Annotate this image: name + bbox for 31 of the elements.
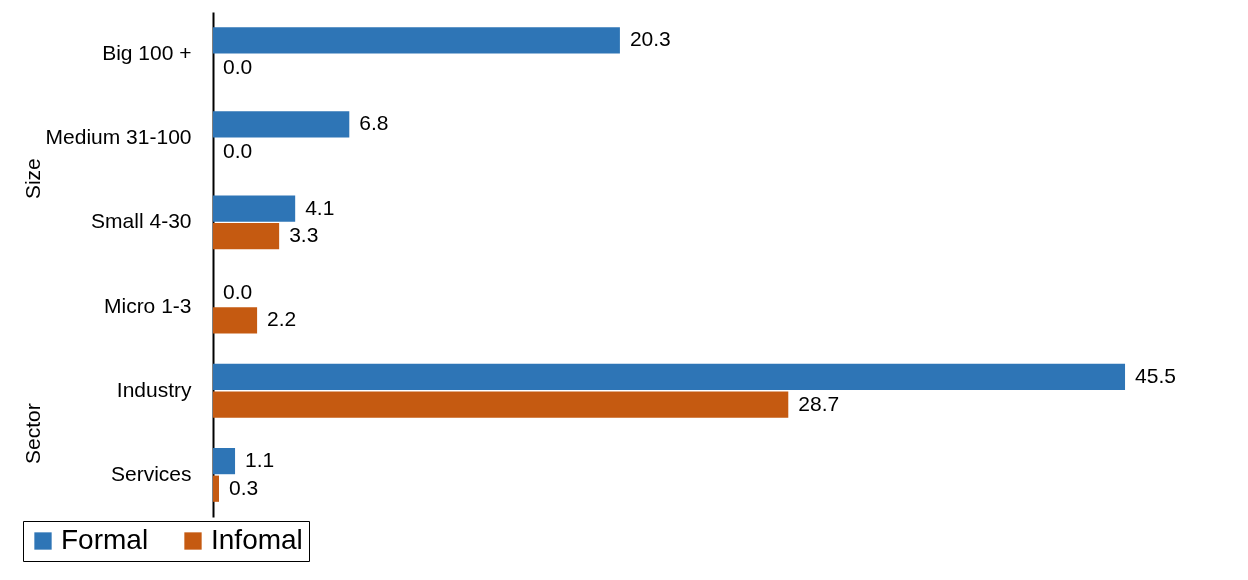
bar bbox=[213, 448, 236, 475]
y-tick-label: Services bbox=[110, 461, 192, 485]
data-label: 0.0 bbox=[223, 139, 253, 163]
bar bbox=[213, 27, 620, 54]
data-label: 2.2 bbox=[267, 307, 297, 331]
data-label: 1.1 bbox=[245, 448, 275, 472]
bar bbox=[213, 307, 258, 334]
text: Sector bbox=[21, 403, 44, 465]
text: Size bbox=[21, 158, 44, 200]
data-label: 0.0 bbox=[223, 279, 253, 303]
y-tick-label: Small 4-30 bbox=[91, 209, 192, 233]
y-tick-label: Big 100 + bbox=[102, 41, 192, 65]
legend-label: Infomal bbox=[211, 524, 303, 555]
data-label: 0.3 bbox=[229, 475, 259, 499]
legend-label: Formal bbox=[61, 524, 149, 555]
bar bbox=[213, 391, 789, 418]
data-label: 4.1 bbox=[305, 195, 335, 219]
bar bbox=[213, 363, 1126, 391]
bar bbox=[213, 111, 350, 138]
y-tick-label: Medium 31-100 bbox=[45, 125, 192, 149]
bar bbox=[213, 223, 280, 250]
bar bbox=[213, 195, 296, 222]
y-tick-label: Micro 1-3 bbox=[103, 293, 192, 317]
bar bbox=[213, 475, 220, 502]
data-label: 6.8 bbox=[359, 111, 389, 135]
data-label: 3.3 bbox=[289, 223, 319, 247]
data-label: 20.3 bbox=[629, 27, 671, 51]
y-tick-label: Industry bbox=[116, 377, 192, 401]
data-label: 45.5 bbox=[1135, 363, 1176, 387]
data-label: 0.0 bbox=[223, 54, 253, 78]
data-label: 28.7 bbox=[798, 391, 840, 415]
